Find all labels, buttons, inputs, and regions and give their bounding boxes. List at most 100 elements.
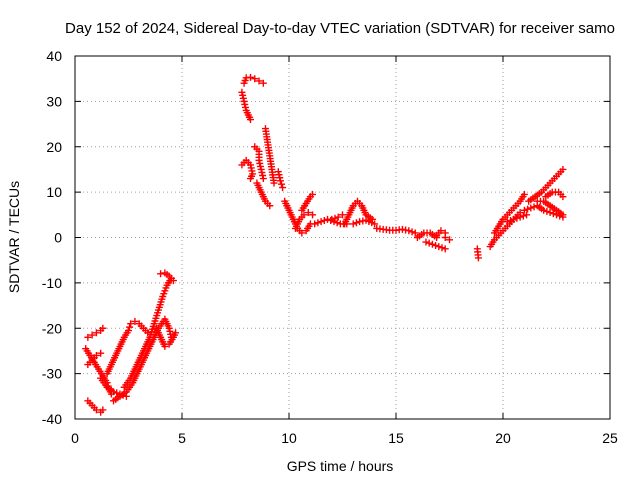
data-point [266,202,274,210]
data-point [314,219,322,227]
data-point [368,215,376,223]
data-point [309,190,317,198]
x-tick-label: 20 [495,430,511,446]
data-point [131,317,139,325]
data-point [352,219,360,227]
data-point [503,218,511,226]
data-point [441,234,449,241]
data-point [298,229,306,237]
data-point [270,179,278,187]
data-point [327,216,335,224]
data-point [255,77,263,85]
data-point [519,212,527,220]
y-tick-label: 20 [46,139,62,155]
data-point [110,388,118,396]
data-point [428,240,436,248]
data-point [127,320,135,328]
data-point [334,213,342,221]
data-point [278,180,286,188]
data-point [441,245,449,253]
data-point [126,323,134,331]
y-tick-label: -20 [42,320,62,336]
data-point [246,73,254,81]
data-point [437,227,445,235]
data-point [516,213,524,221]
chart-title: Day 152 of 2024, Sidereal Day-to-day VTE… [65,20,615,37]
data-point [304,209,312,217]
y-tick-label: -40 [42,411,62,427]
data-point [546,209,554,217]
data-point [246,116,254,124]
data-point [559,193,567,201]
data-point [317,218,325,226]
x-axis: 0 5 10 15 20 25 [71,56,618,446]
grid-lines [75,56,610,419]
data-point [513,214,521,222]
data-point [432,241,440,249]
data-point [523,211,531,219]
data-point [92,406,100,414]
data-point [169,277,177,285]
data-point [543,207,551,215]
x-tick-label: 5 [178,430,186,446]
data-point [328,215,336,223]
data-point [549,210,557,218]
y-tick-label: 30 [46,93,62,109]
x-tick-label: 15 [388,430,404,446]
y-tick-label: 10 [46,184,62,200]
data-point [99,324,107,332]
data-point [408,228,416,236]
data-point [276,177,284,185]
data-point [506,216,514,224]
data-point [474,254,482,262]
x-axis-label: GPS time / hours [287,458,394,474]
data-point [524,205,532,213]
data-point [251,75,259,83]
data-point [540,206,548,214]
data-point [172,329,180,337]
data-point [246,175,254,183]
data-point [97,349,105,357]
data-point [309,211,317,219]
y-axis-label: SDTVAR / TECUs [6,181,22,293]
data-point [113,389,121,397]
data-point [411,229,419,237]
data-point [259,175,267,183]
data-point [331,214,339,222]
data-points [82,73,567,416]
data-point [559,165,567,173]
data-point [371,220,379,228]
data-point [311,220,319,228]
data-point [527,204,535,212]
data-point [333,219,341,227]
data-point [92,329,100,337]
data-point [446,236,453,244]
x-tick-label: 25 [602,430,618,446]
data-point [510,215,518,223]
data-point [438,244,446,252]
data-point [320,216,328,224]
data-point [422,238,430,246]
data-point [405,227,413,235]
data-point [435,243,443,251]
data-point [125,327,132,335]
y-tick-label: -10 [42,275,62,291]
data-point [520,190,528,198]
x-tick-label: 0 [71,430,79,446]
data-point [88,331,96,339]
data-point [425,239,433,247]
data-point [339,211,346,219]
data-point [157,270,165,278]
data-point [279,184,287,192]
data-point [300,211,308,219]
data-point [349,220,357,228]
y-tick-label: 0 [54,230,62,246]
data-point [520,206,528,214]
data-point [559,211,567,219]
y-tick-label: -30 [42,366,62,382]
data-point [99,406,107,414]
y-axis: -40 -30 -20 -10 0 10 20 30 40 [42,48,610,427]
data-point [84,333,92,341]
data-point [92,351,100,359]
